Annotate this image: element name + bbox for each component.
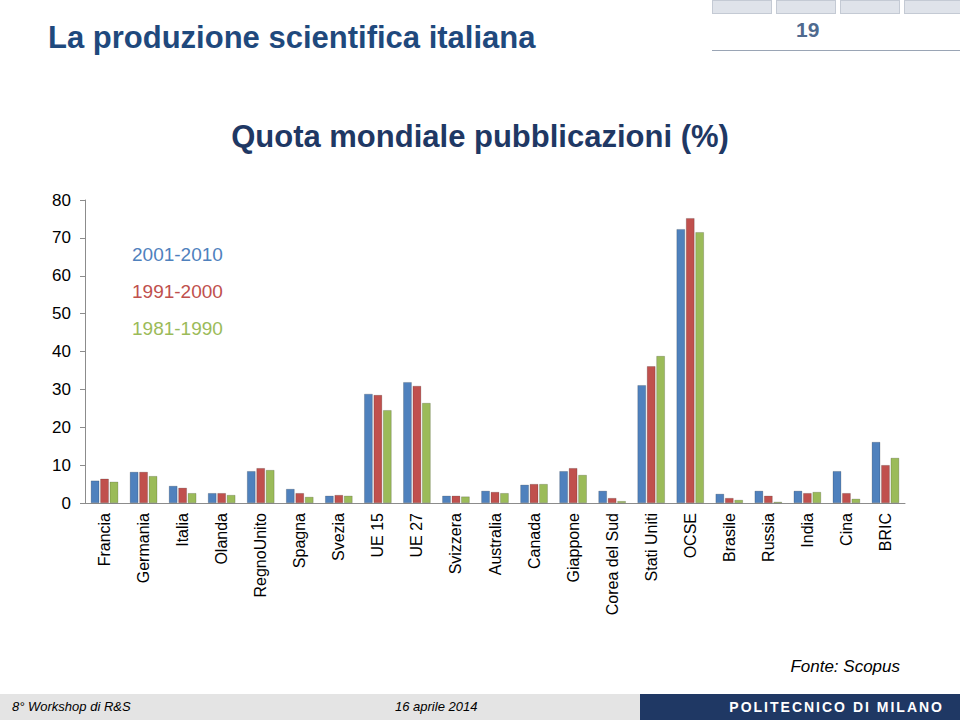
- svg-text:BRIC: BRIC: [877, 513, 894, 551]
- svg-text:Russia: Russia: [760, 513, 777, 562]
- svg-text:Italia: Italia: [174, 513, 191, 547]
- svg-text:UE 15: UE 15: [369, 513, 386, 558]
- svg-text:India: India: [799, 513, 816, 548]
- svg-text:80: 80: [52, 191, 71, 210]
- html-text:8° Workshop di R&S: 8° Workshop di R&S: [12, 699, 131, 714]
- html-text:Fonte: Scopus: Fonte: Scopus: [790, 657, 900, 676]
- svg-text:10: 10: [52, 456, 71, 475]
- svg-text:1991-2000: 1991-2000: [132, 281, 223, 302]
- svg-text:60: 60: [52, 266, 71, 285]
- svg-text:40: 40: [52, 342, 71, 361]
- svg-text:Svezia: Svezia: [330, 513, 347, 561]
- svg-text:Cina: Cina: [838, 513, 855, 546]
- svg-text:70: 70: [52, 228, 71, 247]
- svg-text:Quota mondiale pubblicazioni (: Quota mondiale pubblicazioni (%): [231, 119, 729, 154]
- svg-text:UE 27: UE 27: [408, 513, 425, 558]
- svg-text:Australia: Australia: [487, 513, 504, 575]
- svg-text:Corea del Sud: Corea del Sud: [604, 513, 621, 615]
- svg-text:Stati Uniti: Stati Uniti: [643, 513, 660, 581]
- html-text:19: 19: [796, 18, 820, 41]
- svg-text:2001-2010: 2001-2010: [132, 244, 223, 265]
- svg-text:Germania: Germania: [135, 513, 152, 583]
- svg-text:OCSE: OCSE: [682, 513, 699, 558]
- svg-text:Spagna: Spagna: [291, 513, 308, 568]
- svg-text:Svizzera: Svizzera: [447, 513, 464, 574]
- svg-text:0: 0: [62, 494, 71, 513]
- svg-text:Brasile: Brasile: [721, 513, 738, 562]
- html-text:16 aprile 2014: 16 aprile 2014: [395, 699, 478, 714]
- svg-text:1981-1990: 1981-1990: [132, 318, 223, 339]
- svg-text:Canada: Canada: [526, 513, 543, 569]
- svg-text:30: 30: [52, 380, 71, 399]
- svg-text:Francia: Francia: [96, 513, 113, 566]
- svg-text:Olanda: Olanda: [213, 513, 230, 565]
- svg-text:Giappone: Giappone: [565, 513, 582, 582]
- html-text:POLITECNICO DI MILANO: POLITECNICO DI MILANO: [729, 699, 944, 715]
- svg-text:50: 50: [52, 304, 71, 323]
- html-text:La produzione scientifica ital: La produzione scientifica italiana: [48, 20, 536, 55]
- svg-text:RegnoUnito: RegnoUnito: [252, 513, 269, 598]
- svg-text:20: 20: [52, 418, 71, 437]
